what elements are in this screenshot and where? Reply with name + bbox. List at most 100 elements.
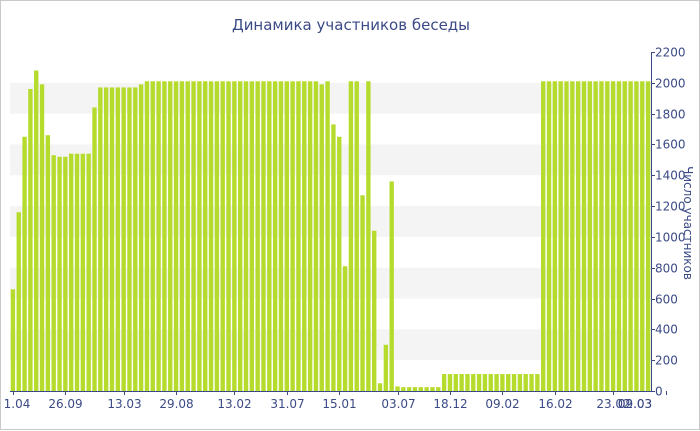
bar — [115, 87, 120, 391]
bar — [16, 212, 21, 391]
x-tick-label: 02.03 — [618, 397, 652, 411]
bar — [307, 81, 313, 391]
bar — [179, 81, 185, 391]
bar — [10, 289, 16, 391]
bar — [494, 374, 499, 391]
bar — [441, 374, 447, 391]
bar — [616, 81, 622, 391]
bar — [366, 81, 371, 391]
bar — [39, 84, 45, 392]
bar — [98, 87, 103, 391]
y-tick-label: 200 — [655, 354, 678, 368]
x-tick-label: 29.08 — [159, 397, 193, 411]
bar — [558, 81, 563, 391]
bar — [628, 81, 633, 391]
bar — [208, 81, 214, 391]
bar — [575, 81, 581, 391]
bar — [488, 374, 493, 391]
bar — [325, 81, 330, 391]
bar — [243, 81, 249, 391]
bar — [45, 135, 51, 391]
y-tick-label: 1400 — [655, 169, 686, 183]
bar — [69, 153, 74, 391]
bar — [395, 386, 400, 391]
bar — [447, 374, 453, 391]
bar — [622, 81, 627, 391]
bar — [453, 374, 458, 391]
bar — [103, 87, 109, 391]
bar — [546, 81, 552, 391]
bar — [360, 195, 365, 391]
bar — [465, 374, 470, 391]
bar — [500, 374, 505, 391]
bar — [28, 88, 33, 391]
y-tick-label: 1600 — [655, 138, 686, 152]
bar — [552, 81, 558, 391]
bar — [372, 230, 377, 391]
bar — [168, 81, 173, 391]
y-tick-label: 1000 — [655, 231, 686, 245]
bar — [587, 81, 592, 391]
bar — [86, 153, 91, 391]
bar — [197, 81, 202, 391]
y-tick-label: 2200 — [655, 46, 686, 60]
bar — [377, 383, 383, 391]
bar — [127, 87, 132, 391]
bar — [51, 155, 56, 391]
x-tick-label: 18.12 — [433, 397, 467, 411]
y-tick-label: 600 — [655, 293, 678, 307]
y-tick-label: 1200 — [655, 200, 686, 214]
y-tick-label: 0 — [655, 385, 663, 399]
bar — [424, 387, 429, 391]
bar — [459, 374, 464, 391]
bar — [476, 374, 482, 391]
bar — [436, 387, 441, 391]
bar — [535, 374, 540, 391]
bar — [261, 81, 266, 391]
bar — [34, 70, 39, 392]
bar — [284, 81, 289, 391]
x-tick-label: 09.02 — [485, 397, 519, 411]
x-tick-label: 26.09 — [48, 397, 82, 411]
bar — [511, 374, 517, 391]
bar — [640, 81, 645, 391]
x-tick-label: 15.01 — [322, 397, 356, 411]
bar — [482, 374, 488, 391]
x-tick-label: 13.03 — [107, 397, 141, 411]
x-tick-label: 09.03 — [618, 397, 652, 411]
bar — [191, 81, 196, 391]
x-tick-label: 16.02 — [538, 397, 572, 411]
bar — [523, 374, 528, 391]
bar — [564, 81, 569, 391]
bar — [383, 344, 389, 391]
y-tick-label: 1800 — [655, 108, 686, 122]
bar — [337, 136, 342, 391]
y-axis-label: Число участников — [681, 166, 695, 280]
bar — [22, 136, 27, 391]
bar — [645, 81, 651, 391]
bar — [121, 87, 126, 391]
bar-series — [10, 70, 651, 392]
bar — [203, 81, 208, 391]
x-tick-label: 1.04 — [4, 397, 31, 411]
bar — [173, 81, 179, 391]
bar — [342, 266, 348, 391]
bar — [220, 81, 225, 391]
bar — [214, 81, 220, 391]
bar — [232, 81, 237, 391]
bar — [92, 107, 97, 391]
bar — [63, 156, 68, 391]
bar — [517, 374, 523, 391]
axes: 0 200 400 600 800 1000 1200 1400 1600 1800 2000 220… — [4, 46, 686, 412]
bar — [138, 84, 144, 392]
bar — [529, 374, 534, 391]
bar — [272, 81, 278, 391]
bar — [348, 81, 354, 391]
bar — [401, 387, 406, 391]
y-tick-label: 800 — [655, 262, 678, 276]
bar — [296, 81, 301, 391]
bar — [570, 81, 575, 391]
bar — [634, 81, 639, 391]
bar — [144, 81, 150, 391]
